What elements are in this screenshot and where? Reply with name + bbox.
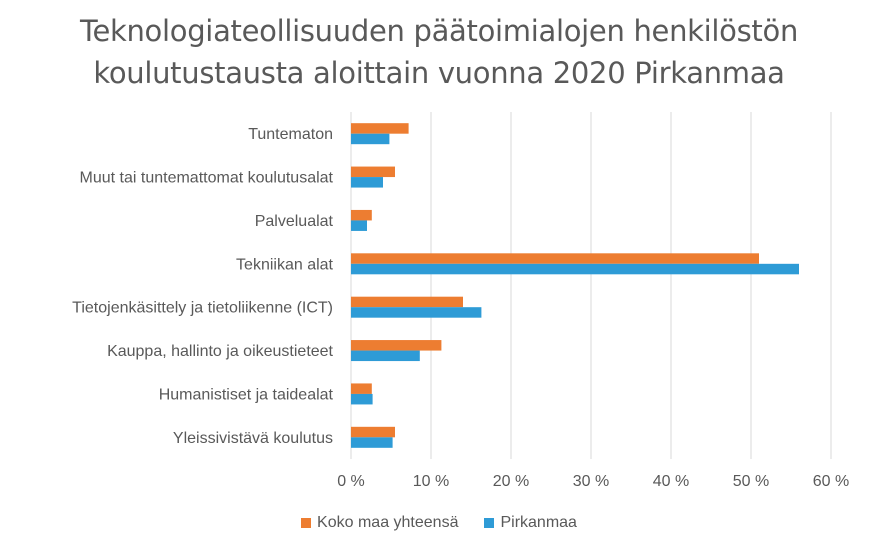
category-label: Tietojenkäsittely ja tietoliikenne (ICT)	[72, 300, 333, 317]
bar-pirkanmaa	[351, 437, 393, 448]
category-label: Humanistiset ja taidealat	[159, 386, 334, 403]
x-tick-label: 50 %	[733, 473, 769, 490]
legend-item-koko-maa: Koko maa yhteensä	[301, 514, 458, 532]
bar-pirkanmaa	[351, 220, 367, 231]
category-label: Tuntematon	[248, 126, 333, 143]
bar-koko-maa	[351, 209, 372, 221]
chart-title-line-1: Teknologiateollisuuden päätoimialojen he…	[79, 14, 799, 48]
x-tick-label: 0 %	[337, 473, 365, 490]
bar-koko-maa	[351, 123, 409, 134]
chart-title-line-2: koulutustausta aloittain vuonna 2020 Pir…	[93, 56, 785, 90]
bar-koko-maa	[351, 253, 759, 264]
legend-swatch-koko-maa	[301, 518, 312, 528]
category-label: Yleissivistävä koulutus	[173, 430, 333, 447]
bar-pirkanmaa	[351, 177, 383, 188]
bar-pirkanmaa	[351, 133, 390, 145]
bar-koko-maa	[351, 340, 442, 351]
bar-koko-maa	[351, 166, 395, 178]
bar-pirkanmaa	[351, 350, 420, 362]
category-label: Tekniikan alat	[236, 256, 334, 273]
chart-title: Teknologiateollisuuden päätoimialojen he…	[0, 10, 878, 94]
bar-koko-maa	[351, 383, 372, 394]
legend-swatch-pirkanmaa	[484, 518, 495, 528]
x-tick-label: 30 %	[573, 473, 609, 490]
bar-pirkanmaa	[351, 307, 482, 318]
x-tick-label: 10 %	[413, 473, 449, 490]
x-tick-label: 40 %	[653, 473, 689, 490]
category-label: Palvelualat	[255, 213, 334, 230]
category-label: Kauppa, hallinto ja oikeustieteet	[107, 343, 333, 360]
legend-item-pirkanmaa: Pirkanmaa	[484, 514, 577, 532]
bar-pirkanmaa	[351, 263, 799, 275]
bar-koko-maa	[351, 296, 463, 308]
legend-label-koko-maa: Koko maa yhteensä	[317, 514, 459, 531]
legend-label-pirkanmaa: Pirkanmaa	[500, 514, 577, 531]
bar-koko-maa	[351, 426, 395, 438]
bar-pirkanmaa	[351, 393, 373, 405]
legend: Koko maa yhteensä Pirkanmaa	[0, 514, 878, 532]
x-tick-label: 20 %	[493, 473, 529, 490]
x-tick-label: 60 %	[813, 473, 849, 490]
category-label: Muut tai tuntemattomat koulutusalat	[80, 170, 334, 187]
